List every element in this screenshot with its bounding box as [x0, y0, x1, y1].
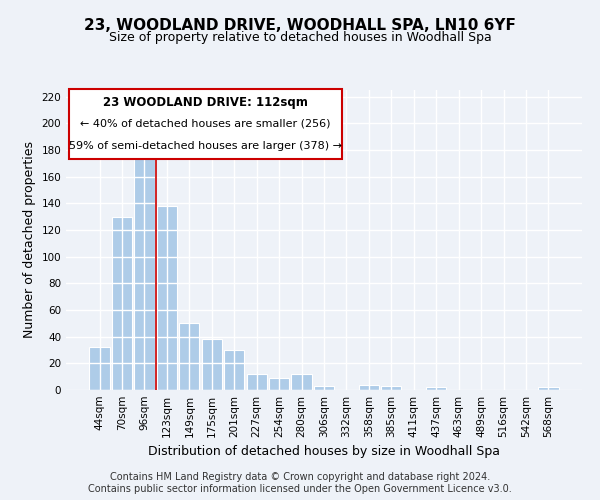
Bar — [359, 384, 379, 390]
Bar — [247, 374, 267, 390]
Bar — [538, 388, 559, 390]
Bar — [89, 348, 110, 390]
Bar — [224, 350, 244, 390]
Bar — [134, 150, 155, 390]
Text: 23 WOODLAND DRIVE: 112sqm: 23 WOODLAND DRIVE: 112sqm — [103, 96, 308, 109]
Text: Size of property relative to detached houses in Woodhall Spa: Size of property relative to detached ho… — [109, 31, 491, 44]
Text: 59% of semi-detached houses are larger (378) →: 59% of semi-detached houses are larger (… — [69, 141, 342, 151]
Bar — [269, 378, 289, 390]
Bar — [157, 206, 177, 390]
Bar — [179, 324, 199, 390]
Bar — [314, 386, 334, 390]
Bar — [292, 374, 311, 390]
Bar — [112, 216, 132, 390]
Bar — [381, 386, 401, 390]
Text: ← 40% of detached houses are smaller (256): ← 40% of detached houses are smaller (25… — [80, 118, 331, 128]
Bar — [202, 340, 222, 390]
Text: Contains HM Land Registry data © Crown copyright and database right 2024.: Contains HM Land Registry data © Crown c… — [110, 472, 490, 482]
Text: 23, WOODLAND DRIVE, WOODHALL SPA, LN10 6YF: 23, WOODLAND DRIVE, WOODHALL SPA, LN10 6… — [84, 18, 516, 32]
Y-axis label: Number of detached properties: Number of detached properties — [23, 142, 36, 338]
Bar — [426, 388, 446, 390]
Text: Contains public sector information licensed under the Open Government Licence v3: Contains public sector information licen… — [88, 484, 512, 494]
X-axis label: Distribution of detached houses by size in Woodhall Spa: Distribution of detached houses by size … — [148, 446, 500, 458]
FancyBboxPatch shape — [68, 88, 342, 159]
